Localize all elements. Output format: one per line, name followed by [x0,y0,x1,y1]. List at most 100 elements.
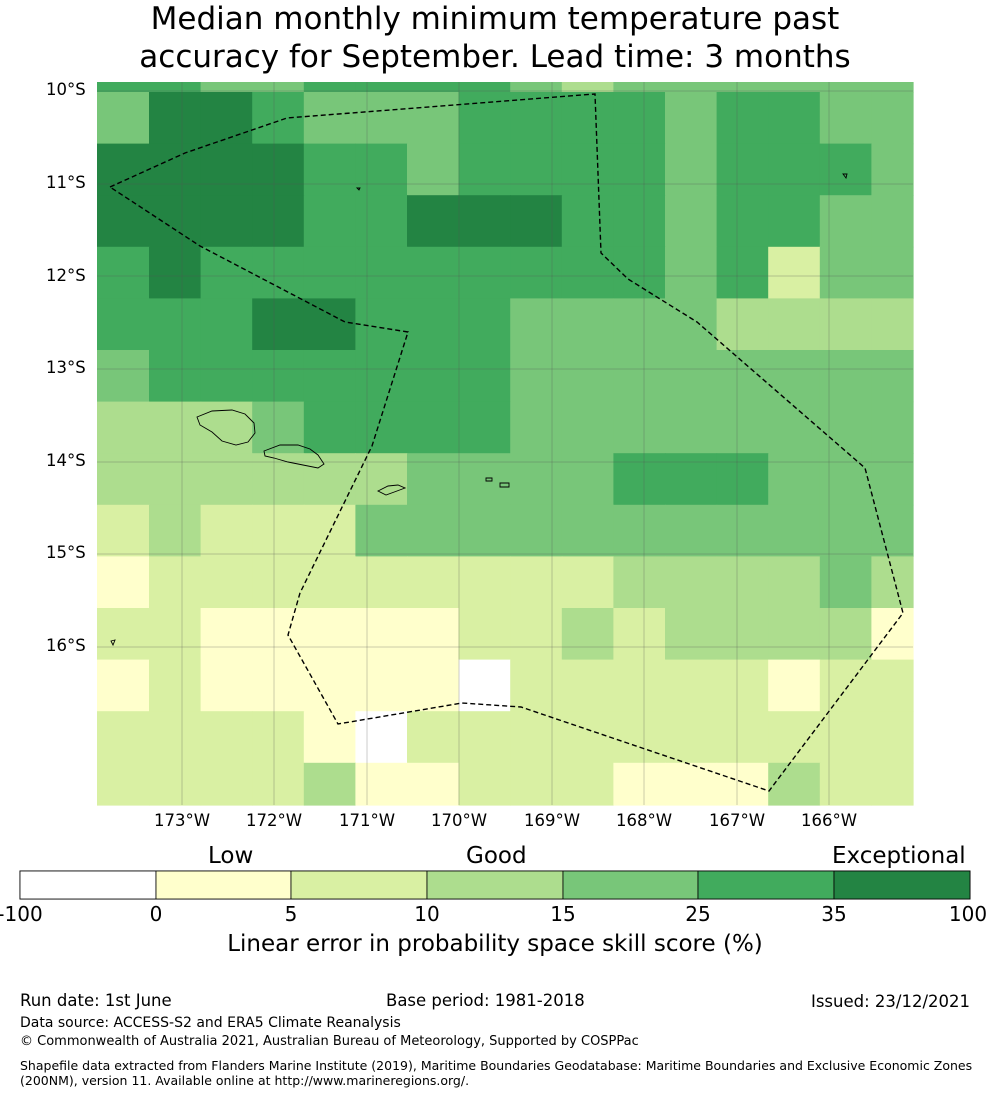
grid-cell [613,608,666,661]
grid-cell [665,143,718,196]
islet-east [842,173,848,180]
grid-cell [613,298,666,351]
grid-cell [303,401,356,454]
grid-cell [407,195,460,248]
grid-cell [355,401,408,454]
grid-cell [303,556,356,609]
grid-cell [871,82,914,93]
grid-cell [200,82,253,93]
grid-cell [407,504,460,557]
grid-cell [355,453,408,506]
grid-cell [665,453,718,506]
colorbar-tick: 25 [685,902,711,926]
grid-cell [716,453,769,506]
grid-cell [561,195,614,248]
grid-cell [871,92,914,145]
grid-cell [149,401,202,454]
grid-cell [768,298,821,351]
grid-cell [510,246,563,299]
grid-cell [665,556,718,609]
tutuila-island [376,484,407,496]
grid-cell [613,762,666,806]
grid-cell [510,82,563,93]
grid-cell [407,143,460,196]
grid-cell [97,246,150,299]
grid-cell [149,762,202,806]
grid-cell [561,659,614,712]
grid-cell [458,82,511,93]
grid-cell [768,608,821,661]
grid-cell [252,711,305,764]
grid-cell [252,762,305,806]
colorbar-segment [19,870,157,900]
grid-cell [819,711,872,764]
eez-boundary-line [109,93,904,792]
grid-cell [355,82,408,93]
grid-cell [97,195,150,248]
grid-cell [149,246,202,299]
colorbar-tick: 10 [414,902,440,926]
grid-cell [716,350,769,403]
grid-cell [871,556,914,609]
grid-cell [97,350,150,403]
grid-cell [561,350,614,403]
grid-cell [768,504,821,557]
grid-cell [200,711,253,764]
grid-cell [819,556,872,609]
grid-cell [665,659,718,712]
grid-cell [716,195,769,248]
grid-cell [303,659,356,712]
islet-west [110,639,116,647]
colorbar-segment [833,870,971,900]
grid-cell [768,556,821,609]
grid-cell [149,504,202,557]
grid-cell [819,92,872,145]
colorbar-tick: -100 [0,902,43,926]
grid-cell [613,246,666,299]
grid-cell [149,350,202,403]
lon-label-172w: 172°W [245,811,303,830]
grid-cell [510,143,563,196]
grid-cell [510,711,563,764]
chart-title: Median monthly minimum temperature past … [0,0,990,76]
grid-cell [252,556,305,609]
base-period: Base period: 1981-2018 [386,991,585,1010]
grid-cell [613,504,666,557]
grid-cell [613,401,666,454]
grid-cell [768,143,821,196]
grid-cell [768,453,821,506]
grid-cell [303,195,356,248]
colorbar-segment [426,870,564,900]
grid-cell [613,659,666,712]
grid-cell [407,401,460,454]
grid-cell [665,504,718,557]
grid-cell [97,453,150,506]
grid-cell [303,762,356,806]
grid-cell [871,298,914,351]
copyright: © Commonwealth of Australia 2021, Austra… [20,1034,639,1049]
grid-cell [716,246,769,299]
grid-cell [819,246,872,299]
lat-label-15s: 15°S [46,543,86,562]
grid-cell [665,246,718,299]
grid-cell [458,504,511,557]
grid-cell [458,92,511,145]
grid-cell [355,504,408,557]
lon-label-173w: 173°W [153,811,211,830]
grid-cell [716,82,769,93]
colorbar-segment [155,870,292,900]
grid-cell [871,659,914,712]
grid-cell [407,350,460,403]
grid-cell [200,608,253,661]
grid-cell [252,298,305,351]
grid-cell [200,762,253,806]
grid-cell [665,350,718,403]
grid-cell [252,246,305,299]
grid-cell [665,195,718,248]
grid-cell [510,298,563,351]
grid-cell [510,195,563,248]
grid-cell [458,659,511,712]
grid-cell [768,92,821,145]
grid-cell [665,608,718,661]
